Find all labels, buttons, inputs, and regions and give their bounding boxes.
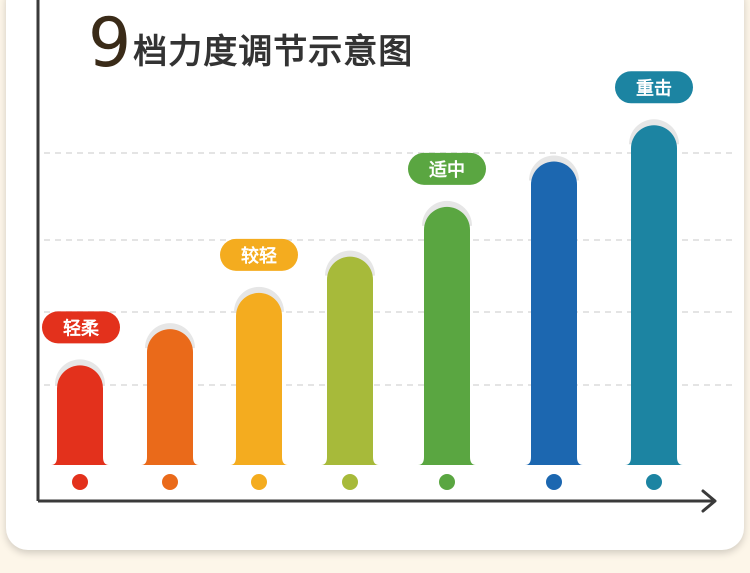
level-label-3: 适中 (408, 152, 486, 185)
level-label-2: 较轻 (220, 238, 298, 271)
title-number: 9 (88, 4, 132, 83)
level-label-text: 重击 (636, 77, 672, 99)
title-text: 档力度调节示意图 (133, 32, 414, 72)
bar-1 (51, 365, 109, 465)
bar-dot-2 (162, 474, 178, 490)
bar-dot-7 (646, 474, 662, 490)
level-label-text: 适中 (429, 159, 465, 181)
bar-dot-3 (251, 474, 267, 490)
level-label-text: 较轻 (241, 245, 277, 267)
bar-6 (525, 161, 583, 466)
bar-dot-5 (439, 474, 455, 490)
level-label-pill (615, 71, 693, 104)
bar-dot-1 (72, 474, 88, 490)
bar-7 (625, 125, 683, 465)
x-axis-arrow (701, 489, 717, 513)
bar-4 (321, 256, 379, 465)
level-label-pill (42, 311, 120, 344)
level-label-pill (220, 238, 298, 271)
level-label-4: 重击 (615, 71, 693, 104)
bar-2 (141, 329, 199, 465)
bar-3 (230, 292, 288, 465)
level-label-1: 轻柔 (42, 311, 120, 344)
bar-5 (418, 206, 476, 465)
level-label-text: 轻柔 (63, 317, 100, 339)
bar-dot-6 (546, 474, 562, 490)
bar-dot-4 (342, 474, 358, 490)
level-label-pill (408, 152, 486, 185)
chart-title: 9 档力度调节示意图 (88, 0, 413, 78)
